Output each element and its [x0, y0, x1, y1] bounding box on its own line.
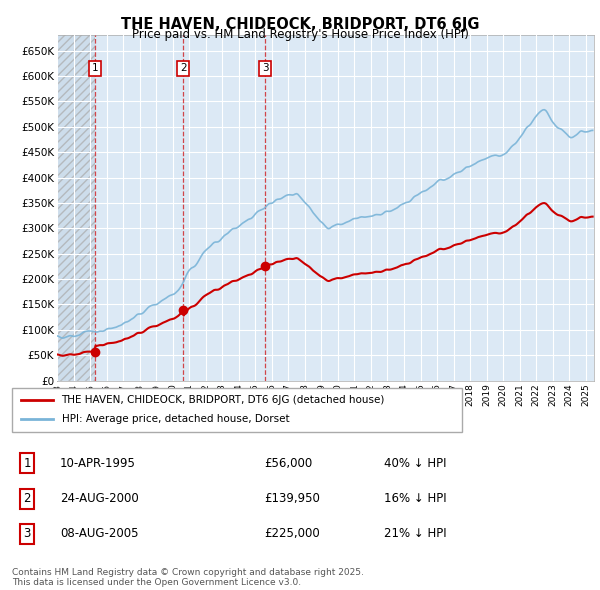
- Text: 40% ↓ HPI: 40% ↓ HPI: [384, 457, 446, 470]
- Text: 2: 2: [180, 63, 187, 73]
- Text: £225,000: £225,000: [264, 527, 320, 540]
- Text: Contains HM Land Registry data © Crown copyright and database right 2025.
This d: Contains HM Land Registry data © Crown c…: [12, 568, 364, 587]
- Text: 2: 2: [23, 492, 31, 505]
- Text: 16% ↓ HPI: 16% ↓ HPI: [384, 492, 446, 505]
- Text: THE HAVEN, CHIDEOCK, BRIDPORT, DT6 6JG: THE HAVEN, CHIDEOCK, BRIDPORT, DT6 6JG: [121, 17, 479, 31]
- FancyBboxPatch shape: [12, 388, 462, 432]
- Text: 08-AUG-2005: 08-AUG-2005: [60, 527, 139, 540]
- Text: 21% ↓ HPI: 21% ↓ HPI: [384, 527, 446, 540]
- Text: THE HAVEN, CHIDEOCK, BRIDPORT, DT6 6JG (detached house): THE HAVEN, CHIDEOCK, BRIDPORT, DT6 6JG (…: [62, 395, 385, 405]
- Text: HPI: Average price, detached house, Dorset: HPI: Average price, detached house, Dors…: [62, 415, 289, 424]
- Text: 3: 3: [23, 527, 31, 540]
- Text: 3: 3: [262, 63, 269, 73]
- Text: 10-APR-1995: 10-APR-1995: [60, 457, 136, 470]
- Text: £139,950: £139,950: [264, 492, 320, 505]
- Text: £56,000: £56,000: [264, 457, 312, 470]
- Text: 24-AUG-2000: 24-AUG-2000: [60, 492, 139, 505]
- Text: 1: 1: [91, 63, 98, 73]
- Text: 1: 1: [23, 457, 31, 470]
- Text: Price paid vs. HM Land Registry's House Price Index (HPI): Price paid vs. HM Land Registry's House …: [131, 28, 469, 41]
